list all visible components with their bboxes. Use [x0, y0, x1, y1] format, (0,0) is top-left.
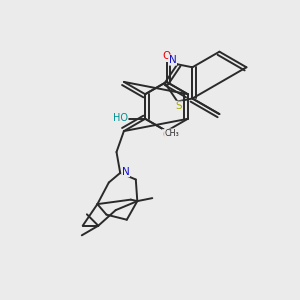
Text: N: N: [169, 55, 176, 65]
Text: CH₃: CH₃: [164, 129, 179, 138]
Text: N: N: [122, 167, 130, 177]
Text: S: S: [176, 101, 182, 111]
Text: HO: HO: [113, 112, 128, 123]
Text: O: O: [162, 52, 171, 61]
Text: O: O: [162, 130, 171, 140]
